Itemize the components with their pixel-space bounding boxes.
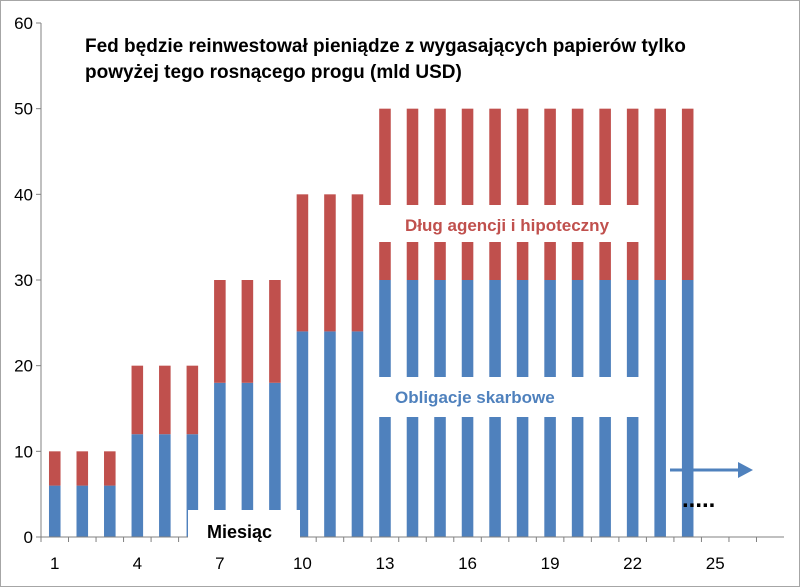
chart-title-line1: Fed będzie reinwestował pieniądze z wyga… — [85, 36, 686, 57]
bar-treasury-6 — [186, 434, 199, 537]
bar-agency-20 — [571, 108, 584, 280]
y-tick-label-10: 10 — [14, 442, 33, 461]
bar-agency-8 — [241, 280, 254, 383]
x-tick-label-13: 13 — [376, 554, 395, 573]
bar-treasury-7 — [214, 382, 226, 537]
bar-agency-18 — [516, 108, 529, 280]
chart-title-line2: powyżej tego rosnącego progu (mld USD) — [85, 62, 462, 83]
bar-treasury-23 — [654, 280, 666, 537]
blue-series-label: Obligacje skarbowe — [395, 388, 555, 407]
bar-agency-9 — [269, 280, 281, 383]
bar-treasury-11 — [324, 331, 336, 537]
x-tick-label-22: 22 — [623, 554, 642, 573]
bar-treasury-3 — [104, 485, 116, 537]
bars-layer — [48, 108, 694, 537]
bar-agency-7 — [214, 280, 226, 383]
bar-treasury-4 — [131, 434, 144, 537]
bar-agency-11 — [324, 194, 336, 332]
bar-treasury-5 — [159, 434, 171, 537]
x-axis-label: Miesiąc — [207, 522, 272, 542]
bar-treasury-24 — [681, 280, 694, 537]
bar-agency-16 — [461, 108, 474, 280]
y-tick-label-30: 30 — [14, 271, 33, 290]
bar-treasury-2 — [76, 485, 89, 537]
x-tick-label-1: 1 — [50, 554, 59, 573]
y-tick-label-50: 50 — [14, 100, 33, 119]
bar-agency-24 — [681, 108, 694, 280]
blue-label-box — [379, 377, 651, 417]
continuation-dots: ..... — [682, 486, 715, 513]
bar-agency-14 — [406, 108, 419, 280]
x-tick-label-7: 7 — [215, 554, 224, 573]
xaxis-label-box — [188, 510, 300, 547]
bar-agency-12 — [351, 194, 364, 332]
x-tick-label-25: 25 — [706, 554, 725, 573]
bar-agency-15 — [434, 108, 446, 280]
bar-agency-2 — [76, 451, 89, 486]
y-tick-label-60: 60 — [14, 14, 33, 33]
x-tick-label-4: 4 — [133, 554, 142, 573]
bar-agency-10 — [296, 194, 309, 332]
bar-agency-4 — [131, 365, 144, 435]
bar-treasury-12 — [351, 331, 364, 537]
bar-treasury-1 — [48, 485, 61, 537]
bar-agency-21 — [599, 108, 611, 280]
bar-agency-3 — [104, 451, 116, 486]
y-tick-label-0: 0 — [24, 528, 33, 547]
bar-agency-6 — [186, 365, 199, 435]
continuation-arrow-icon — [670, 462, 753, 478]
x-tick-label-16: 16 — [458, 554, 477, 573]
y-tick-label-20: 20 — [14, 357, 33, 376]
ticks-layer: 0 10 20 30 40 50 60 1 4 7 10 13 16 19 22 25 — [14, 14, 757, 573]
bar-treasury-10 — [296, 331, 309, 537]
x-tick-label-10: 10 — [293, 554, 312, 573]
bar-agency-13 — [379, 108, 391, 280]
x-tick-label-19: 19 — [541, 554, 560, 573]
bar-agency-17 — [489, 108, 501, 280]
bar-treasury-8 — [241, 382, 254, 537]
bar-agency-22 — [626, 108, 639, 280]
y-tick-label-40: 40 — [14, 185, 33, 204]
bar-agency-23 — [654, 108, 666, 280]
red-series-label: Dług agencji i hipoteczny — [405, 216, 610, 235]
bar-agency-19 — [544, 108, 556, 280]
bar-treasury-9 — [269, 382, 281, 537]
red-label-box — [379, 205, 651, 242]
bar-agency-1 — [48, 451, 61, 486]
bar-agency-5 — [159, 365, 171, 435]
